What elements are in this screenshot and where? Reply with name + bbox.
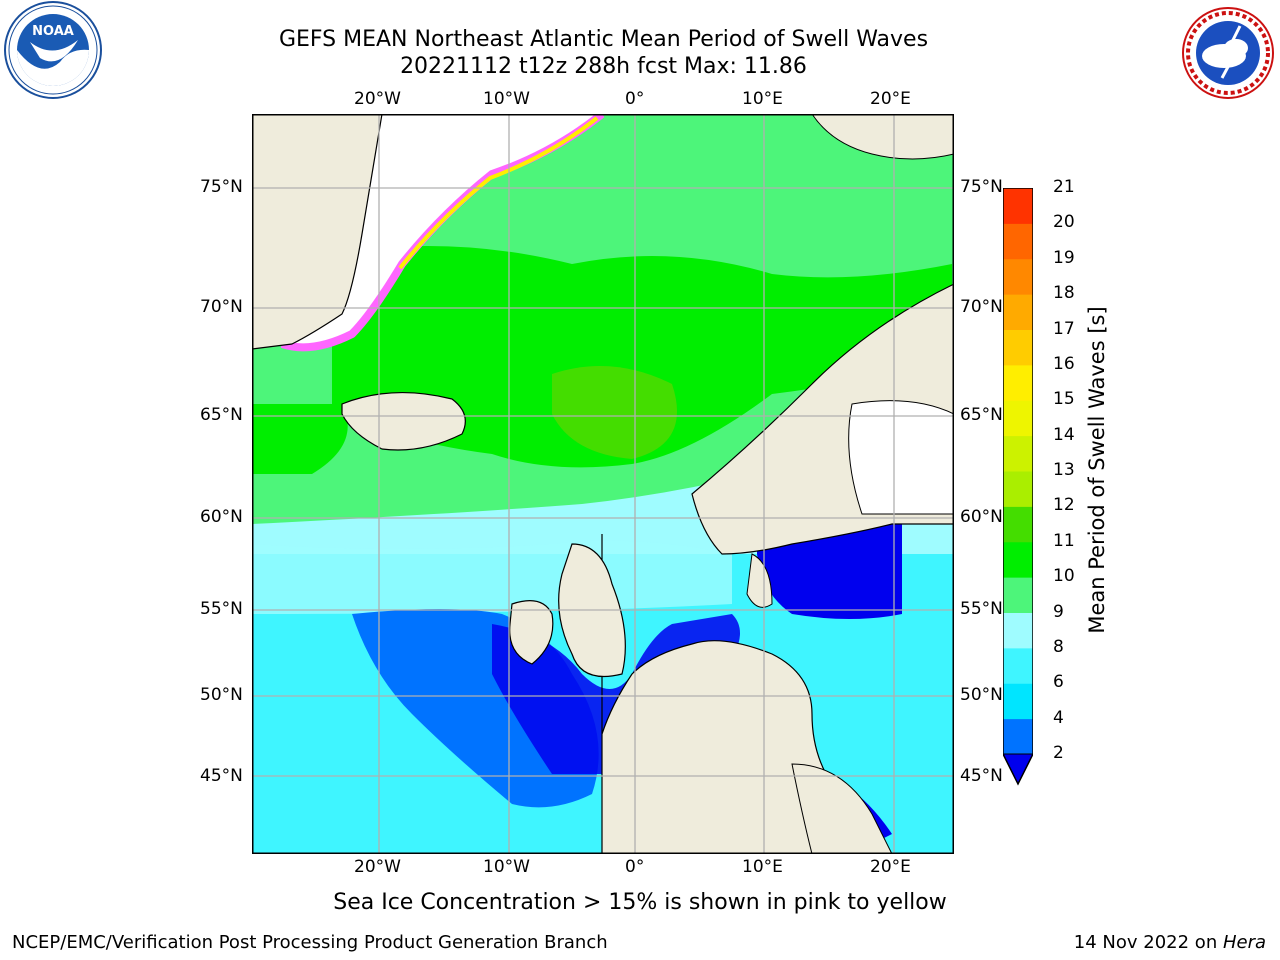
colorbar-tick-label: 21 <box>1053 177 1075 197</box>
colorbar-bin <box>1003 471 1033 507</box>
colorbar-bin <box>1003 188 1033 224</box>
lon-label-top: 20°E <box>870 89 911 109</box>
colorbar-tick-label: 15 <box>1053 389 1075 410</box>
lat-label-right: 60°N <box>960 507 1003 527</box>
colorbar-bin <box>1003 647 1033 684</box>
colorbar-tick-label: 9 <box>1053 601 1064 622</box>
lat-label-left: 60°N <box>200 507 243 527</box>
lon-label-top: 20°W <box>354 89 401 109</box>
colorbar-bin <box>1003 435 1033 472</box>
colorbar-extend-triangle <box>1003 753 1033 786</box>
colorbar-tick-label: 2 <box>1053 743 1064 763</box>
footer-date-text: 14 Nov 2022 on <box>1073 932 1223 953</box>
noaa-logo: NOAA <box>4 1 102 99</box>
sea-ice-caption: Sea Ice Concentration > 15% is shown in … <box>333 890 947 915</box>
colorbar <box>1003 188 1033 786</box>
footer-credit: NCEP/EMC/Verification Post Processing Pr… <box>12 932 608 953</box>
lat-label-left: 70°N <box>200 297 243 317</box>
colorbar-bin <box>1003 541 1033 578</box>
swell-period-map <box>252 114 954 854</box>
lat-label-left: 50°N <box>200 685 243 705</box>
colorbar-bin <box>1003 294 1033 330</box>
colorbar-bin <box>1003 364 1033 401</box>
chart-title: GEFS MEAN Northeast Atlantic Mean Period… <box>278 27 929 52</box>
colorbar-bin <box>1003 223 1033 260</box>
noaa-logo-text: NOAA <box>32 24 74 39</box>
colorbar-bin <box>1003 329 1033 366</box>
colorbar-bin <box>1003 612 1033 649</box>
lat-label-left: 65°N <box>200 405 243 425</box>
colorbar-tick-label: 6 <box>1053 672 1064 693</box>
colorbar-tick-label: 4 <box>1053 707 1064 728</box>
lat-label-left: 55°N <box>200 599 243 619</box>
colorbar-tick-label: 14 <box>1053 424 1075 445</box>
colorbar-bin <box>1003 683 1033 720</box>
lat-label-right: 65°N <box>960 405 1003 425</box>
colorbar-bin <box>1003 718 1033 755</box>
lon-label-bottom: 0° <box>625 857 645 877</box>
colorbar-bin <box>1003 506 1033 543</box>
colorbar-outline <box>1003 188 1033 786</box>
nws-logo <box>1182 7 1274 99</box>
colorbar-tick-label: 18 <box>1053 283 1075 304</box>
lat-label-right: 70°N <box>960 297 1003 317</box>
lat-label-left: 45°N <box>200 766 243 786</box>
colorbar-tick-label: 19 <box>1053 247 1075 268</box>
lat-label-right: 55°N <box>960 599 1003 619</box>
footer-host: Hera <box>1222 932 1266 953</box>
lon-label-bottom: 20°W <box>354 857 401 877</box>
lon-label-bottom: 20°E <box>870 857 911 877</box>
colorbar-bin <box>1003 258 1033 295</box>
lat-label-right: 75°N <box>960 177 1003 197</box>
lon-label-top: 10°E <box>742 89 783 109</box>
lat-label-right: 50°N <box>960 685 1003 705</box>
lon-label-top: 0° <box>625 89 645 109</box>
colorbar-bin <box>1003 400 1033 437</box>
colorbar-tick-label: 10 <box>1053 566 1075 587</box>
colorbar-label: Mean Period of Swell Waves [s] <box>1085 306 1109 634</box>
lon-label-bottom: 10°W <box>483 857 530 877</box>
colorbar-tick-label: 20 <box>1053 212 1075 233</box>
colorbar-tick-label: 17 <box>1053 318 1075 339</box>
lon-label-top: 10°W <box>483 89 530 109</box>
colorbar-tick-label: 12 <box>1053 495 1075 516</box>
colorbar-tick-label: 13 <box>1053 460 1075 480</box>
lat-label-right: 45°N <box>960 766 1003 786</box>
lat-label-left: 75°N <box>200 177 243 197</box>
colorbar-tick-label: 8 <box>1053 636 1064 657</box>
chart-subtitle: 20221112 t12z 288h fcst Max: 11.86 <box>400 54 807 79</box>
lon-label-bottom: 10°E <box>742 857 783 877</box>
colorbar-tick-label: 16 <box>1053 353 1075 374</box>
footer-date: 14 Nov 2022 on Hera <box>1074 932 1266 953</box>
colorbar-tick-label: 11 <box>1053 530 1075 551</box>
colorbar-bin <box>1003 577 1033 613</box>
